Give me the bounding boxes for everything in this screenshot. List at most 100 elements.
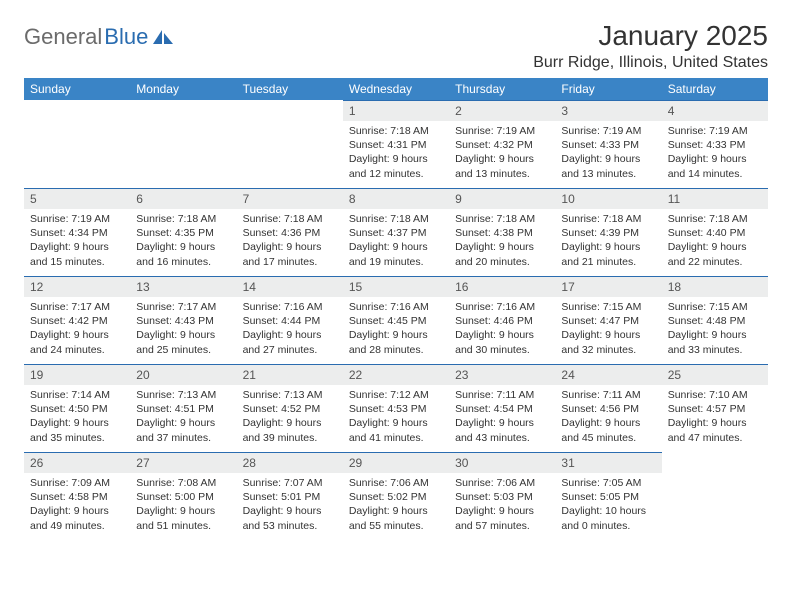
day-number: 25 xyxy=(662,365,768,385)
day-cell: 4Sunrise: 7:19 AMSunset: 4:33 PMDaylight… xyxy=(662,100,768,188)
day-cell: 1Sunrise: 7:18 AMSunset: 4:31 PMDaylight… xyxy=(343,100,449,188)
day-details: Sunrise: 7:11 AMSunset: 4:56 PMDaylight:… xyxy=(555,385,661,451)
day-details: Sunrise: 7:12 AMSunset: 4:53 PMDaylight:… xyxy=(343,385,449,451)
day-cell: 26Sunrise: 7:09 AMSunset: 4:58 PMDayligh… xyxy=(24,452,130,540)
daynum-row: 20 xyxy=(130,364,236,385)
daynum-row: 5 xyxy=(24,188,130,209)
location: Burr Ridge, Illinois, United States xyxy=(533,54,768,72)
daynum-row: 1 xyxy=(343,100,449,121)
logo: GeneralBlue xyxy=(24,20,174,50)
day-details: Sunrise: 7:19 AMSunset: 4:32 PMDaylight:… xyxy=(449,121,555,187)
day-cell: 18Sunrise: 7:15 AMSunset: 4:48 PMDayligh… xyxy=(662,276,768,364)
day-details: Sunrise: 7:05 AMSunset: 5:05 PMDaylight:… xyxy=(555,473,661,539)
week-row: 26Sunrise: 7:09 AMSunset: 4:58 PMDayligh… xyxy=(24,452,768,540)
day-cell: 9Sunrise: 7:18 AMSunset: 4:38 PMDaylight… xyxy=(449,188,555,276)
day-cell xyxy=(24,100,130,188)
day-details: Sunrise: 7:08 AMSunset: 5:00 PMDaylight:… xyxy=(130,473,236,539)
day-header: Thursday xyxy=(449,78,555,100)
daynum-row: 31 xyxy=(555,452,661,473)
day-cell: 10Sunrise: 7:18 AMSunset: 4:39 PMDayligh… xyxy=(555,188,661,276)
calendar-page: GeneralBlue January 2025 Burr Ridge, Ill… xyxy=(0,0,792,556)
day-number: 29 xyxy=(343,453,449,473)
day-cell: 12Sunrise: 7:17 AMSunset: 4:42 PMDayligh… xyxy=(24,276,130,364)
daynum-row: 8 xyxy=(343,188,449,209)
day-number: 31 xyxy=(555,453,661,473)
daynum-row: 25 xyxy=(662,364,768,385)
daynum-row: 23 xyxy=(449,364,555,385)
day-cell: 25Sunrise: 7:10 AMSunset: 4:57 PMDayligh… xyxy=(662,364,768,452)
day-cell: 14Sunrise: 7:16 AMSunset: 4:44 PMDayligh… xyxy=(237,276,343,364)
day-number: 7 xyxy=(237,189,343,209)
day-number: 22 xyxy=(343,365,449,385)
day-cell: 28Sunrise: 7:07 AMSunset: 5:01 PMDayligh… xyxy=(237,452,343,540)
day-details: Sunrise: 7:16 AMSunset: 4:46 PMDaylight:… xyxy=(449,297,555,363)
day-number: 26 xyxy=(24,453,130,473)
daynum-row: 4 xyxy=(662,100,768,121)
day-number: 15 xyxy=(343,277,449,297)
day-number: 13 xyxy=(130,277,236,297)
day-number: 20 xyxy=(130,365,236,385)
day-details: Sunrise: 7:06 AMSunset: 5:03 PMDaylight:… xyxy=(449,473,555,539)
day-details: Sunrise: 7:15 AMSunset: 4:47 PMDaylight:… xyxy=(555,297,661,363)
day-number: 14 xyxy=(237,277,343,297)
day-number: 30 xyxy=(449,453,555,473)
day-cell: 8Sunrise: 7:18 AMSunset: 4:37 PMDaylight… xyxy=(343,188,449,276)
day-cell: 31Sunrise: 7:05 AMSunset: 5:05 PMDayligh… xyxy=(555,452,661,540)
day-header: Wednesday xyxy=(343,78,449,100)
day-details: Sunrise: 7:18 AMSunset: 4:36 PMDaylight:… xyxy=(237,209,343,275)
day-details: Sunrise: 7:06 AMSunset: 5:02 PMDaylight:… xyxy=(343,473,449,539)
day-header: Tuesday xyxy=(237,78,343,100)
title-block: January 2025 Burr Ridge, Illinois, Unite… xyxy=(533,20,768,72)
day-cell: 22Sunrise: 7:12 AMSunset: 4:53 PMDayligh… xyxy=(343,364,449,452)
day-number: 27 xyxy=(130,453,236,473)
day-number: 23 xyxy=(449,365,555,385)
daynum-row: 13 xyxy=(130,276,236,297)
daynum-row: 30 xyxy=(449,452,555,473)
day-details: Sunrise: 7:18 AMSunset: 4:38 PMDaylight:… xyxy=(449,209,555,275)
day-cell: 30Sunrise: 7:06 AMSunset: 5:03 PMDayligh… xyxy=(449,452,555,540)
day-number: 19 xyxy=(24,365,130,385)
day-cell: 19Sunrise: 7:14 AMSunset: 4:50 PMDayligh… xyxy=(24,364,130,452)
daynum-row: 18 xyxy=(662,276,768,297)
day-cell: 7Sunrise: 7:18 AMSunset: 4:36 PMDaylight… xyxy=(237,188,343,276)
week-row: 19Sunrise: 7:14 AMSunset: 4:50 PMDayligh… xyxy=(24,364,768,452)
daynum-row: 14 xyxy=(237,276,343,297)
daynum-row: 24 xyxy=(555,364,661,385)
daynum-row: 12 xyxy=(24,276,130,297)
day-header: Friday xyxy=(555,78,661,100)
day-details: Sunrise: 7:18 AMSunset: 4:35 PMDaylight:… xyxy=(130,209,236,275)
day-header: Sunday xyxy=(24,78,130,100)
day-cell xyxy=(130,100,236,188)
day-cell: 29Sunrise: 7:06 AMSunset: 5:02 PMDayligh… xyxy=(343,452,449,540)
day-cell: 17Sunrise: 7:15 AMSunset: 4:47 PMDayligh… xyxy=(555,276,661,364)
day-details: Sunrise: 7:17 AMSunset: 4:43 PMDaylight:… xyxy=(130,297,236,363)
day-details: Sunrise: 7:13 AMSunset: 4:51 PMDaylight:… xyxy=(130,385,236,451)
day-cell: 13Sunrise: 7:17 AMSunset: 4:43 PMDayligh… xyxy=(130,276,236,364)
logo-text-1: General xyxy=(24,24,102,50)
daynum-row: 11 xyxy=(662,188,768,209)
header: GeneralBlue January 2025 Burr Ridge, Ill… xyxy=(24,20,768,72)
day-number: 17 xyxy=(555,277,661,297)
daynum-row: 21 xyxy=(237,364,343,385)
calendar-table: SundayMondayTuesdayWednesdayThursdayFrid… xyxy=(24,78,768,540)
day-cell: 6Sunrise: 7:18 AMSunset: 4:35 PMDaylight… xyxy=(130,188,236,276)
day-details: Sunrise: 7:14 AMSunset: 4:50 PMDaylight:… xyxy=(24,385,130,451)
day-cell: 27Sunrise: 7:08 AMSunset: 5:00 PMDayligh… xyxy=(130,452,236,540)
day-number: 4 xyxy=(662,101,768,121)
day-details: Sunrise: 7:10 AMSunset: 4:57 PMDaylight:… xyxy=(662,385,768,451)
day-details: Sunrise: 7:18 AMSunset: 4:31 PMDaylight:… xyxy=(343,121,449,187)
day-number: 21 xyxy=(237,365,343,385)
day-number: 10 xyxy=(555,189,661,209)
daynum-row: 26 xyxy=(24,452,130,473)
day-cell: 5Sunrise: 7:19 AMSunset: 4:34 PMDaylight… xyxy=(24,188,130,276)
logo-text-2: Blue xyxy=(104,24,148,50)
day-cell: 3Sunrise: 7:19 AMSunset: 4:33 PMDaylight… xyxy=(555,100,661,188)
day-number: 24 xyxy=(555,365,661,385)
day-details: Sunrise: 7:16 AMSunset: 4:45 PMDaylight:… xyxy=(343,297,449,363)
day-cell xyxy=(237,100,343,188)
day-details: Sunrise: 7:19 AMSunset: 4:34 PMDaylight:… xyxy=(24,209,130,275)
daynum-row: 28 xyxy=(237,452,343,473)
day-details: Sunrise: 7:18 AMSunset: 4:39 PMDaylight:… xyxy=(555,209,661,275)
day-details: Sunrise: 7:13 AMSunset: 4:52 PMDaylight:… xyxy=(237,385,343,451)
day-details: Sunrise: 7:11 AMSunset: 4:54 PMDaylight:… xyxy=(449,385,555,451)
